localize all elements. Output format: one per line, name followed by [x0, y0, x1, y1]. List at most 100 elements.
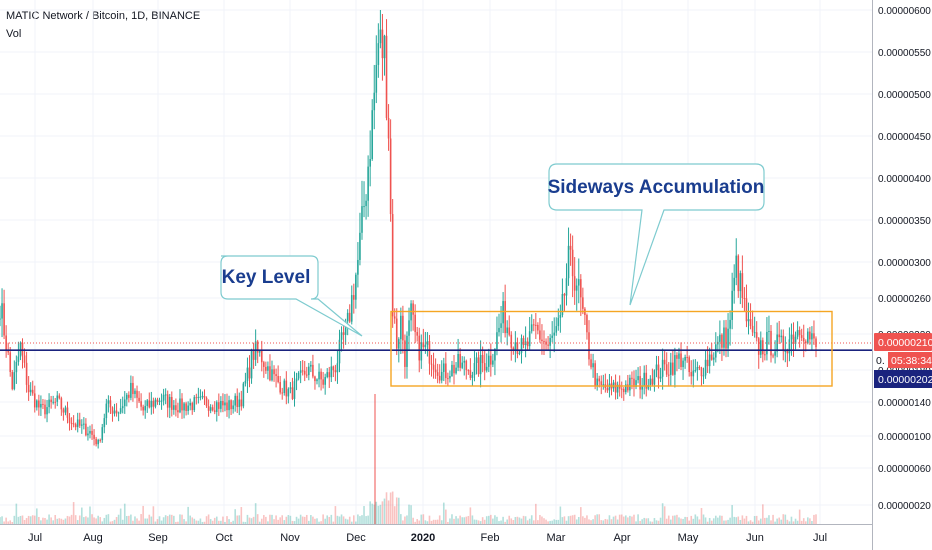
candle-body: [727, 328, 729, 349]
volume-bar: [103, 517, 106, 524]
volume-bar: [594, 515, 596, 524]
candle-body: [314, 376, 316, 382]
candle-body: [725, 327, 727, 349]
volume-bar: [250, 518, 253, 524]
key-level-badge: [874, 370, 932, 388]
candle-body: [117, 412, 120, 414]
volume-bar: [575, 519, 578, 524]
volume-bar: [608, 515, 611, 524]
volume-bar: [622, 516, 625, 524]
candle-body: [15, 361, 18, 373]
y-tick-label: 0.00000060: [878, 464, 931, 475]
volume-bar: [772, 514, 774, 524]
volume-bar: [260, 518, 263, 524]
candle-body: [175, 405, 177, 411]
volume-bar: [363, 506, 365, 524]
candle-body: [649, 378, 652, 386]
volume-bar: [314, 518, 316, 524]
volume-bar: [680, 518, 682, 524]
volume-bar: [565, 520, 568, 524]
candle-body: [156, 399, 159, 402]
volume-bar: [432, 519, 435, 524]
volume-bar: [545, 519, 547, 524]
candle-body: [678, 353, 680, 359]
candle-body: [201, 395, 204, 397]
candle-body: [708, 354, 711, 367]
volume-bar: [639, 520, 641, 524]
candle-body: [52, 401, 54, 403]
volume-bar: [751, 521, 754, 524]
candle-body: [397, 339, 400, 349]
candle-body: [211, 407, 214, 411]
candle-body: [263, 362, 265, 367]
volume-bar: [248, 517, 251, 524]
candle-body: [684, 357, 686, 361]
volume-bar: [377, 505, 380, 524]
volume-bar: [389, 492, 392, 524]
volume-bar: [54, 515, 57, 524]
volume-bar: [811, 521, 813, 524]
volume-bar: [25, 518, 28, 524]
candle-body: [44, 404, 46, 415]
volume-bar: [692, 518, 695, 524]
volume-bar: [577, 516, 580, 524]
candle-body: [256, 341, 259, 353]
candle-body: [637, 376, 639, 381]
candle-body: [496, 332, 498, 350]
candle-body: [627, 384, 629, 391]
volume-bar: [256, 514, 259, 524]
volume-bar: [170, 514, 173, 524]
volume-bar: [355, 521, 357, 524]
volume-bar: [316, 518, 318, 524]
candle-body: [731, 290, 733, 320]
volume-bar: [725, 520, 727, 524]
volume-bar: [303, 516, 306, 524]
candle-body: [598, 378, 601, 382]
candle-body: [745, 298, 748, 322]
candle-body: [535, 324, 537, 326]
candle-body: [74, 424, 77, 428]
volume-bar: [706, 521, 709, 524]
volume-bar: [291, 520, 294, 524]
volume-bar: [136, 518, 138, 524]
candle-body: [373, 92, 376, 111]
candle-body: [316, 379, 318, 382]
volume-bar: [252, 516, 255, 524]
candle-body: [365, 200, 367, 207]
volume-bar: [232, 520, 234, 524]
candle-body: [753, 332, 756, 334]
volume-bar: [686, 517, 688, 524]
candle-body: [487, 355, 490, 367]
volume-bar: [678, 517, 680, 524]
candle-body: [359, 232, 361, 260]
volume-label: Vol: [6, 28, 22, 40]
candle-body: [29, 389, 32, 393]
volume-bar: [500, 520, 502, 524]
candle-body: [565, 278, 568, 296]
candle-body: [46, 407, 48, 415]
y-tick-label: 0.00000140: [878, 398, 931, 409]
volume-bar: [150, 516, 153, 524]
volume-bar: [800, 520, 803, 524]
volume-bar: [612, 516, 615, 524]
candle-body: [218, 402, 220, 409]
volume-bar: [97, 515, 99, 524]
key-level-badge-text: 0.00000202: [878, 374, 932, 386]
volume-bar: [643, 517, 646, 524]
obscured-tick-label: 0.: [876, 355, 885, 367]
x-tick-label: Jul: [28, 532, 42, 544]
candle-body: [802, 337, 805, 342]
volume-bar: [733, 516, 735, 524]
candle-body: [457, 353, 459, 368]
volume-bar: [485, 516, 488, 524]
volume-bar: [279, 517, 281, 524]
volume-bar: [287, 515, 290, 524]
candle-body: [353, 295, 355, 300]
candle-body: [698, 367, 701, 369]
volume-bar: [477, 520, 480, 524]
volume-bar: [755, 515, 758, 524]
volume-bar: [416, 519, 419, 524]
candle-body: [299, 370, 302, 373]
candle-body: [23, 355, 26, 363]
